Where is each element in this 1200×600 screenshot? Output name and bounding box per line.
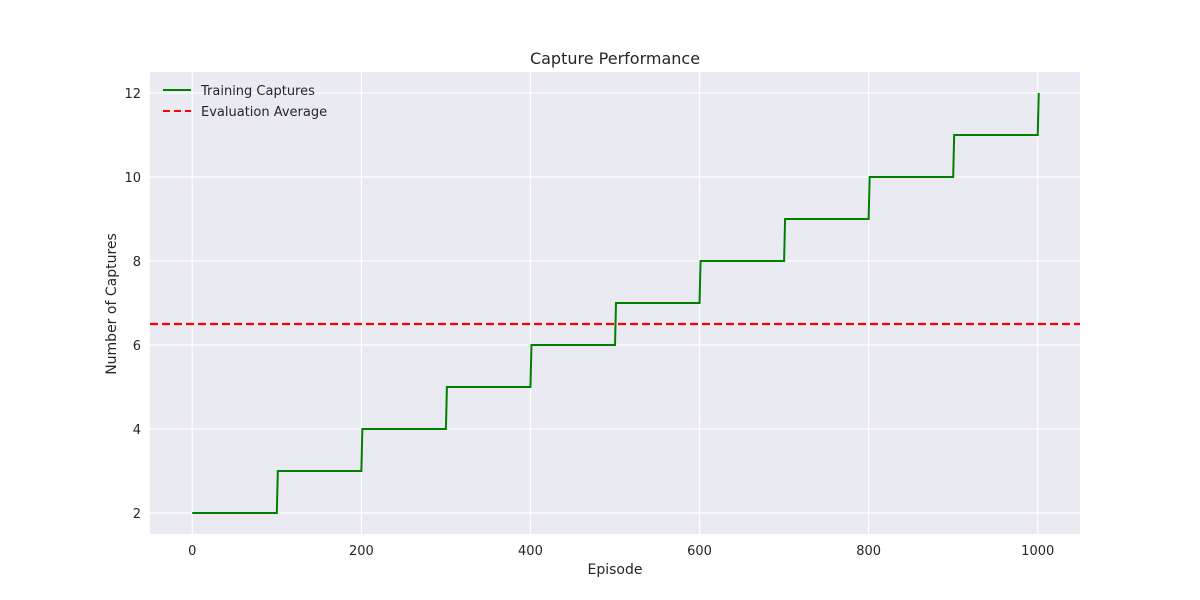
x-tick-label: 1000 bbox=[1021, 544, 1054, 559]
legend-label-evaluation: Evaluation Average bbox=[201, 105, 327, 120]
legend: Training Captures Evaluation Average bbox=[163, 84, 327, 120]
x-ticks: 0 200 400 600 800 1000 bbox=[188, 544, 1054, 559]
legend-label-training: Training Captures bbox=[200, 84, 315, 99]
x-tick-label: 0 bbox=[188, 544, 196, 559]
y-tick-label: 10 bbox=[124, 171, 141, 186]
x-tick-label: 800 bbox=[856, 544, 881, 559]
y-tick-label: 8 bbox=[133, 255, 141, 270]
y-axis-label: Number of Captures bbox=[104, 233, 120, 375]
y-ticks: 2 4 6 8 10 12 bbox=[124, 87, 141, 522]
y-tick-label: 2 bbox=[133, 507, 141, 522]
y-tick-label: 6 bbox=[133, 339, 141, 354]
x-axis-label: Episode bbox=[588, 562, 643, 578]
chart-title: Capture Performance bbox=[530, 49, 700, 68]
training-captures-line bbox=[192, 92, 1040, 514]
x-tick-label: 200 bbox=[349, 544, 374, 559]
series-layer bbox=[150, 92, 1080, 514]
x-tick-label: 400 bbox=[518, 544, 543, 559]
x-tick-label: 600 bbox=[687, 544, 712, 559]
y-tick-label: 12 bbox=[124, 87, 141, 102]
y-tick-label: 4 bbox=[133, 423, 141, 438]
